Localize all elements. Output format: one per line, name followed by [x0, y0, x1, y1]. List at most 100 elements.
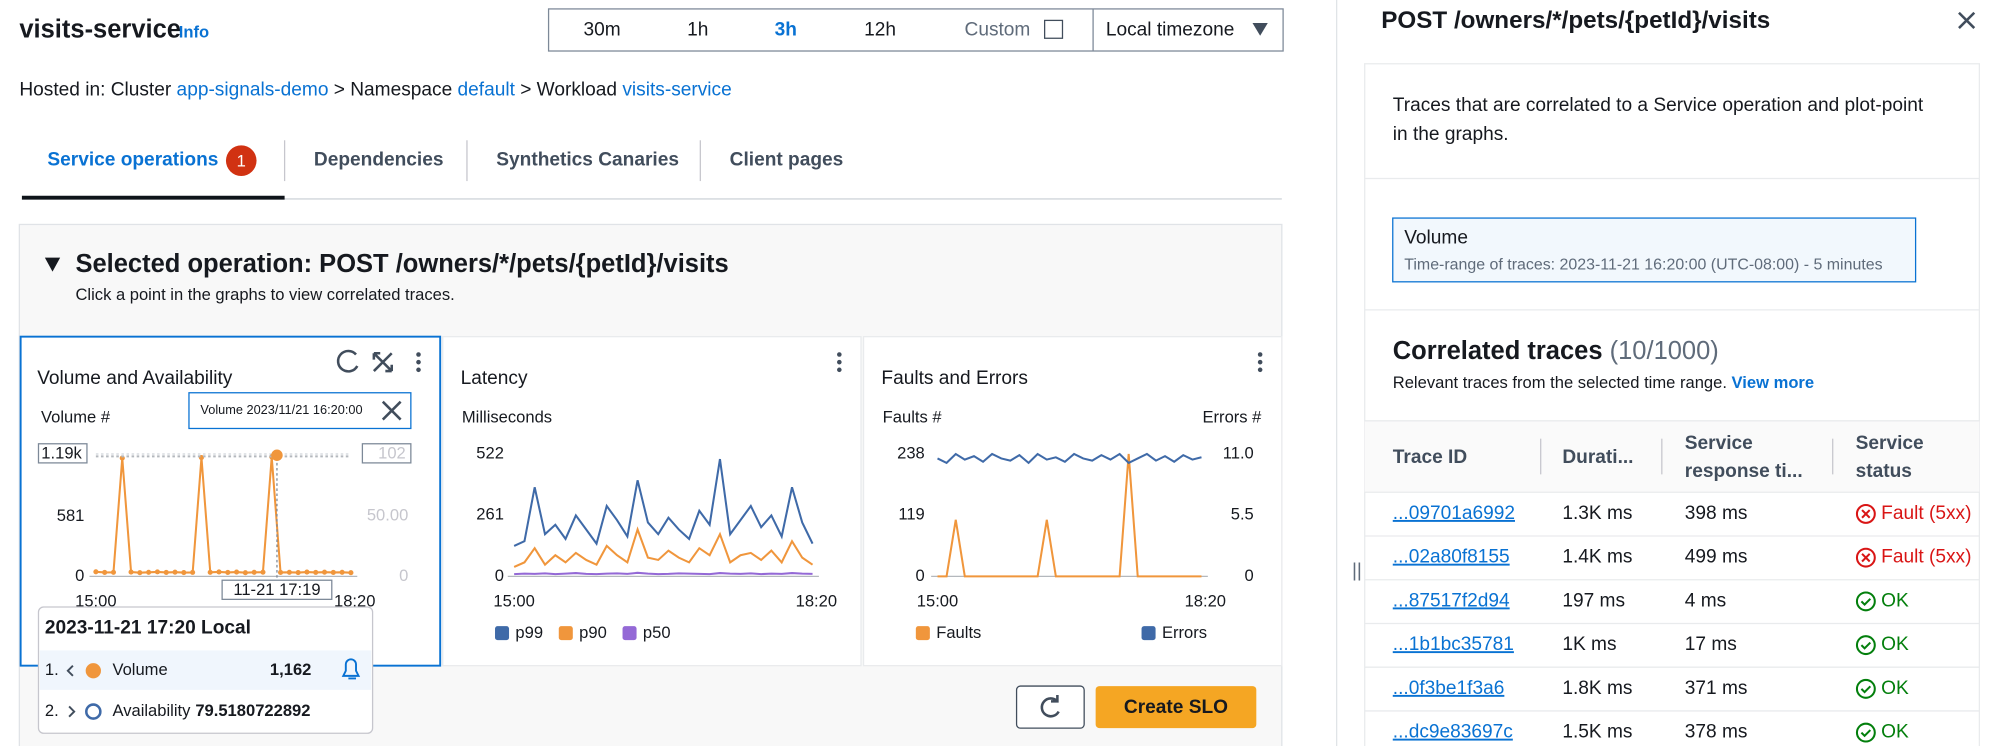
tick-label-box — [361, 443, 412, 464]
series-line — [514, 571, 813, 576]
point — [286, 569, 292, 575]
trace-link[interactable]: ...dc9e83697c — [1393, 722, 1514, 743]
trace-link[interactable]: ...02a80f8155 — [1393, 547, 1510, 568]
trace-link[interactable]: ...0f3be1f3a6 — [1393, 678, 1505, 699]
cell: 1.5K ms — [1562, 722, 1632, 743]
expand-caret[interactable] — [44, 257, 61, 272]
close-icon[interactable] — [381, 400, 402, 421]
info-link[interactable]: Info — [179, 23, 209, 42]
point — [146, 569, 152, 575]
column-header[interactable]: Trace ID — [1393, 447, 1467, 468]
panel-description: Traces that are correlated to a Service … — [1393, 95, 1924, 116]
chart-panel[interactable] — [442, 336, 862, 667]
crosshair-marker — [271, 449, 283, 461]
trace-link[interactable]: ...1b1bc35781 — [1393, 634, 1514, 655]
menu-dot — [837, 367, 842, 373]
series-line — [513, 458, 814, 547]
point — [278, 569, 284, 576]
refresh-icon[interactable] — [336, 349, 359, 373]
tick-label: 1.19k — [41, 443, 82, 462]
legend-swatch — [622, 626, 637, 641]
trace-link[interactable]: ...87517f2d94 — [1393, 590, 1510, 611]
selection-title: Volume — [1404, 228, 1468, 249]
traces-subtitle: Relevant traces from the selected time r… — [1393, 373, 1814, 392]
cell: 499 ms — [1685, 547, 1748, 568]
button-label: Create SLO — [1124, 697, 1228, 718]
series-line — [513, 526, 814, 568]
time-option[interactable]: 12h — [864, 20, 896, 41]
alarm-icon[interactable] — [341, 658, 361, 680]
tick-label: 0 — [495, 566, 504, 585]
point — [260, 569, 266, 575]
chevron[interactable] — [68, 705, 76, 718]
badge-count: 1 — [237, 151, 246, 170]
legend-label: p99 — [515, 623, 543, 642]
x-tick-label: 18:20 — [1185, 591, 1226, 610]
cell: 398 ms — [1685, 503, 1748, 524]
point — [110, 569, 117, 575]
cluster-link[interactable]: app-signals-demo — [177, 80, 329, 101]
workload-link[interactable]: visits-service — [622, 80, 731, 101]
time-option[interactable]: 3h — [775, 20, 797, 41]
point — [339, 569, 345, 575]
menu-dot[interactable] — [837, 352, 842, 357]
status-glyph — [1861, 553, 1871, 563]
namespace-link[interactable]: default — [458, 80, 516, 101]
tick-label: 0 — [75, 566, 84, 585]
tab[interactable]: Synthetics Canaries — [496, 150, 679, 171]
close-panel[interactable] — [1958, 11, 1976, 29]
time-option[interactable]: 1h — [687, 20, 708, 41]
time-option[interactable]: Custom — [965, 20, 1031, 41]
column-header[interactable]: status — [1856, 461, 1912, 482]
x-tick-label: 18:20 — [796, 591, 837, 610]
status-icon — [1855, 722, 1876, 743]
tab[interactable]: Dependencies — [314, 150, 444, 171]
menu-dot — [837, 359, 842, 365]
point — [242, 570, 248, 576]
resize-handle[interactable]: || — [1352, 560, 1362, 581]
menu-dot[interactable] — [416, 352, 421, 357]
x-tick-label: 15:00 — [75, 591, 116, 610]
legend-swatch — [558, 626, 573, 641]
column-header[interactable]: Service — [1685, 433, 1753, 454]
tab[interactable]: Service operations — [47, 150, 218, 171]
tick-label: 261 — [476, 505, 504, 524]
expand-icon[interactable] — [372, 351, 393, 373]
point — [102, 569, 108, 576]
point — [348, 570, 354, 576]
timezone-select[interactable]: Local timezone — [1106, 20, 1235, 41]
tick-label: 5.5 — [1231, 505, 1254, 524]
tick-label: 238 — [897, 443, 925, 462]
refresh-button[interactable] — [1015, 685, 1085, 729]
status-icon — [1855, 678, 1876, 699]
chart-panel[interactable] — [862, 336, 1283, 667]
axis-label: Faults # — [883, 408, 943, 427]
series-line — [937, 453, 1202, 578]
status-icon — [1855, 503, 1876, 524]
menu-dot[interactable] — [1257, 352, 1263, 357]
chevron[interactable] — [66, 664, 74, 677]
tab[interactable]: Client pages — [730, 150, 844, 171]
point — [207, 569, 213, 575]
status-icon — [1855, 547, 1876, 568]
column-header[interactable]: response ti... — [1685, 461, 1803, 482]
column-header[interactable]: Durati... — [1562, 447, 1633, 468]
point — [251, 569, 257, 575]
panel-box — [1364, 63, 1981, 746]
view-more-link[interactable]: View more — [1732, 373, 1815, 392]
legend-label: p50 — [643, 623, 671, 642]
x-tick-label: 15:00 — [917, 591, 958, 610]
trace-link[interactable]: ...09701a6992 — [1393, 503, 1515, 524]
point — [330, 569, 336, 576]
cell: Fault (5xx) — [1881, 503, 1971, 524]
time-option[interactable]: 30m — [584, 20, 621, 41]
column-header[interactable]: Service — [1856, 433, 1924, 454]
create-slo-button[interactable] — [1095, 686, 1257, 729]
table-header — [1364, 420, 1980, 493]
selection-detail: Time-range of traces: 2023-11-21 16:20:0… — [1404, 256, 1882, 273]
tooltip-index: 1. — [45, 660, 59, 679]
cell: 1K ms — [1562, 634, 1616, 655]
status-glyph — [1861, 509, 1871, 519]
status-glyph — [1860, 729, 1872, 738]
cell: OK — [1881, 678, 1909, 699]
